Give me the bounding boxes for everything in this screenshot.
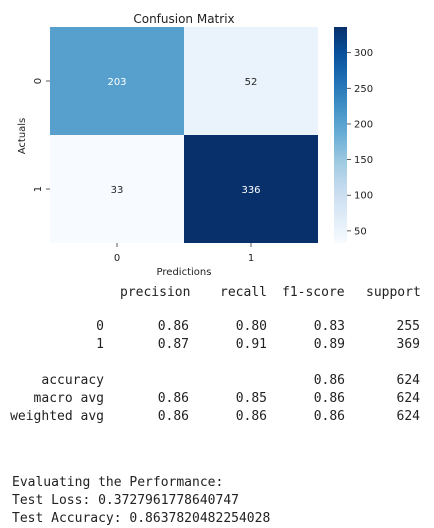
heatmap-cell [184, 135, 318, 243]
colorbar-tick-label: 250 [354, 84, 373, 95]
report-cell-label: macro avg [33, 391, 104, 406]
x-tick-label: 0 [114, 253, 120, 264]
cell-value-label: 336 [241, 185, 260, 196]
report-cell-recall: 0.91 [235, 337, 267, 352]
report-cell-support: 624 [396, 409, 420, 424]
heatmap-cells [50, 27, 318, 243]
report-cell-precision: 0.86 [157, 391, 189, 406]
report-cell-label: 1 [96, 337, 104, 352]
header-recall: recall [220, 285, 267, 300]
report-cell-recall: 0.80 [235, 319, 267, 334]
test-accuracy-line: Test Accuracy: 0.8637820482254028 [12, 511, 271, 526]
report-cell-label: 0 [96, 319, 104, 334]
x-tick-label: 1 [248, 253, 254, 264]
header-support: support [366, 285, 421, 300]
report-cell-support: 369 [396, 337, 420, 352]
colorbar [334, 27, 347, 243]
colorbar-tick-label: 50 [354, 226, 367, 237]
colorbar-tick-label: 150 [354, 155, 373, 166]
report-cell-precision: 0.86 [157, 319, 189, 334]
report-cell-precision: 0.86 [157, 409, 189, 424]
report-cell-f1: 0.89 [313, 337, 345, 352]
x-axis-label: Predictions [157, 267, 212, 278]
report-cell-support: 624 [396, 373, 420, 388]
report-cell-precision: 0.87 [157, 337, 189, 352]
y-tick-label: 0 [33, 78, 44, 84]
report-cell-f1: 0.86 [313, 409, 345, 424]
test-loss-line: Test Loss: 0.3727961778640747 [12, 493, 239, 508]
heatmap-cell [50, 27, 184, 135]
cell-value-label: 203 [107, 77, 126, 88]
eval-heading: Evaluating the Performance: [12, 475, 224, 490]
y-axis-label: Actuals [17, 118, 28, 155]
heatmap-cell [184, 27, 318, 135]
report-cell-f1: 0.83 [313, 319, 345, 334]
report-cell-f1: 0.86 [313, 391, 345, 406]
y-axis: 01 [33, 78, 50, 192]
heatmap-cell [50, 135, 184, 243]
header-precision: precision [120, 285, 191, 300]
cell-value-label: 33 [111, 185, 124, 196]
report-cell-label: accuracy [41, 373, 104, 388]
colorbar-tick-label: 200 [354, 119, 373, 130]
report-cell-recall: 0.86 [235, 409, 267, 424]
colorbar-ticks: 50 100 150 200 250 300 [347, 48, 373, 237]
report-cell-label: weighted avg [10, 409, 104, 424]
report-cell-support: 624 [396, 391, 420, 406]
cell-value-label: 52 [245, 77, 258, 88]
heatmap-cell-labels: 203 52 33 336 [107, 77, 260, 196]
report-cell-recall: 0.85 [235, 391, 267, 406]
report-cell-support: 255 [396, 319, 420, 334]
colorbar-tick-label: 100 [354, 191, 373, 202]
colorbar-tick-label: 300 [354, 48, 373, 59]
y-tick-label: 1 [33, 186, 44, 192]
header-f1-score: f1-score [282, 285, 345, 300]
chart-title: Confusion Matrix [133, 12, 234, 26]
report-cell-f1: 0.86 [313, 373, 345, 388]
